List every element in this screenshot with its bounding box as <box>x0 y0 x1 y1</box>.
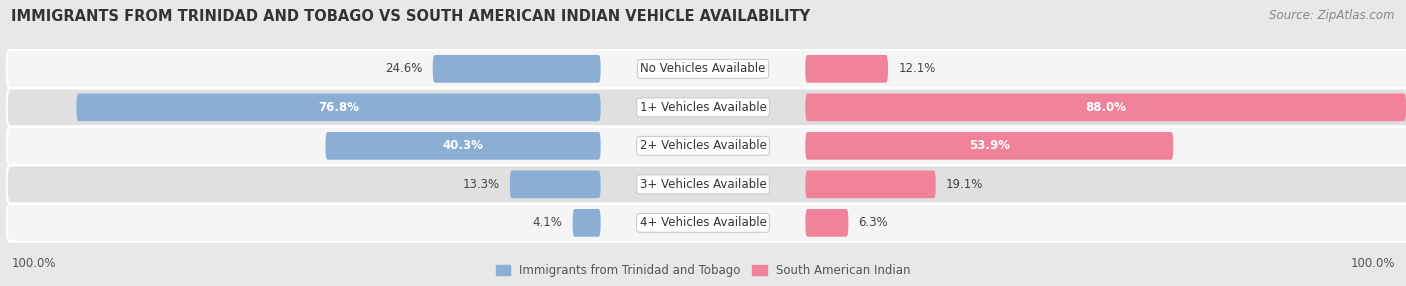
Text: 1+ Vehicles Available: 1+ Vehicles Available <box>640 101 766 114</box>
FancyBboxPatch shape <box>7 50 1406 88</box>
Text: 12.1%: 12.1% <box>898 62 935 75</box>
FancyBboxPatch shape <box>806 170 936 198</box>
FancyBboxPatch shape <box>510 170 600 198</box>
FancyBboxPatch shape <box>806 132 1173 160</box>
Text: 40.3%: 40.3% <box>443 139 484 152</box>
FancyBboxPatch shape <box>76 94 600 121</box>
Text: 53.9%: 53.9% <box>969 139 1010 152</box>
Text: 76.8%: 76.8% <box>318 101 359 114</box>
FancyBboxPatch shape <box>7 88 1406 126</box>
Text: 88.0%: 88.0% <box>1085 101 1126 114</box>
FancyBboxPatch shape <box>7 204 1406 242</box>
Legend: Immigrants from Trinidad and Tobago, South American Indian: Immigrants from Trinidad and Tobago, Sou… <box>495 264 911 277</box>
Text: 13.3%: 13.3% <box>463 178 499 191</box>
Text: 2+ Vehicles Available: 2+ Vehicles Available <box>640 139 766 152</box>
FancyBboxPatch shape <box>806 209 848 237</box>
FancyBboxPatch shape <box>572 209 600 237</box>
Text: IMMIGRANTS FROM TRINIDAD AND TOBAGO VS SOUTH AMERICAN INDIAN VEHICLE AVAILABILIT: IMMIGRANTS FROM TRINIDAD AND TOBAGO VS S… <box>11 9 810 23</box>
Text: 4.1%: 4.1% <box>533 217 562 229</box>
FancyBboxPatch shape <box>7 127 1406 165</box>
Text: 100.0%: 100.0% <box>1350 257 1395 270</box>
FancyBboxPatch shape <box>806 55 889 83</box>
FancyBboxPatch shape <box>326 132 600 160</box>
Text: 24.6%: 24.6% <box>385 62 422 75</box>
Text: 100.0%: 100.0% <box>11 257 56 270</box>
Text: 19.1%: 19.1% <box>946 178 983 191</box>
Text: No Vehicles Available: No Vehicles Available <box>640 62 766 75</box>
Text: 3+ Vehicles Available: 3+ Vehicles Available <box>640 178 766 191</box>
Text: 4+ Vehicles Available: 4+ Vehicles Available <box>640 217 766 229</box>
FancyBboxPatch shape <box>433 55 600 83</box>
Text: 6.3%: 6.3% <box>859 217 889 229</box>
FancyBboxPatch shape <box>806 94 1406 121</box>
FancyBboxPatch shape <box>7 166 1406 203</box>
Text: Source: ZipAtlas.com: Source: ZipAtlas.com <box>1270 9 1395 21</box>
